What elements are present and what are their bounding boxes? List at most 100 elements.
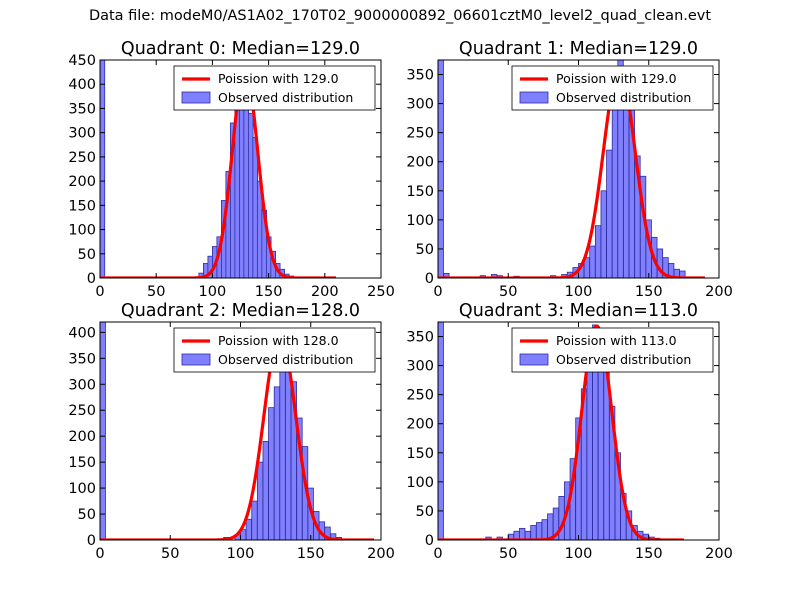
histogram-bar <box>600 190 607 278</box>
legend-bar-swatch <box>519 91 549 104</box>
histogram-bar <box>589 245 596 278</box>
chart-title: Quadrant 0: Median=129.0 <box>121 39 360 59</box>
x-tick-label: 100 <box>565 284 593 300</box>
histogram-bar <box>530 525 537 540</box>
x-tick-label: 200 <box>311 284 339 300</box>
histogram-bar <box>586 359 593 540</box>
legend: Poission with 128.0 Observed distribution <box>173 327 376 373</box>
x-tick-label: 50 <box>499 284 517 300</box>
y-tick-label: 250 <box>68 150 96 166</box>
x-tick-label: 150 <box>635 546 663 562</box>
x-tick-label: 150 <box>297 546 325 562</box>
histogram-bar <box>273 386 281 540</box>
y-tick-label: 50 <box>416 504 434 520</box>
figure-title: Data file: modeM0/AS1A02_170T02_90000008… <box>88 8 712 24</box>
x-tick-label: 100 <box>199 284 227 300</box>
y-tick-label: 300 <box>406 97 434 113</box>
y-tick-label: 150 <box>406 184 434 200</box>
y-tick-label: 200 <box>406 417 434 433</box>
legend-poisson-label: Poission with 113.0 <box>556 333 677 348</box>
x-tick-label: 0 <box>433 546 442 562</box>
x-tick-label: 50 <box>147 284 165 300</box>
x-tick-label: 150 <box>255 284 283 300</box>
chart-title: Quadrant 3: Median=113.0 <box>459 301 698 321</box>
y-tick-label: 450 <box>68 53 96 69</box>
legend-hist-label: Observed distribution <box>556 90 691 105</box>
y-tick-label: 150 <box>68 455 96 471</box>
chart-title: Quadrant 2: Median=128.0 <box>121 301 360 321</box>
x-tick-label: 200 <box>367 546 395 562</box>
histogram-bar <box>443 272 450 278</box>
y-tick-label: 300 <box>68 377 96 393</box>
histogram-bar <box>438 60 444 278</box>
histogram-bar <box>603 371 610 540</box>
y-tick-label: 250 <box>68 403 96 419</box>
y-tick-label: 400 <box>68 325 96 341</box>
y-tick-label: 350 <box>406 330 434 346</box>
legend-poisson-label: Poission with 129.0 <box>218 71 339 86</box>
y-tick-label: 200 <box>68 429 96 445</box>
legend-bar-swatch <box>181 91 211 104</box>
y-tick-label: 150 <box>406 446 434 462</box>
x-tick-label: 0 <box>95 546 104 562</box>
x-tick-label: 100 <box>565 546 593 562</box>
histogram-bar <box>268 407 275 540</box>
x-tick-label: 0 <box>95 284 104 300</box>
legend-hist-label: Observed distribution <box>218 90 353 105</box>
x-tick-label: 100 <box>227 546 255 562</box>
y-tick-label: 0 <box>425 271 434 287</box>
subplot-quadrant-3: Quadrant 3: Median=113.0 0 50 100 150 200 0 50 1… <box>406 301 733 562</box>
legend-hist-label: Observed distribution <box>556 352 691 367</box>
poisson-curve <box>438 68 706 278</box>
histogram-bar <box>535 522 543 540</box>
histogram-bar <box>541 519 548 540</box>
x-tick-label: 200 <box>705 284 733 300</box>
histogram-bar <box>438 322 444 540</box>
y-tick-label: 50 <box>416 242 434 258</box>
histogram-bar <box>243 83 249 278</box>
y-tick-label: 100 <box>406 475 434 491</box>
legend-hist-label: Observed distribution <box>218 352 353 367</box>
histogram-bar <box>256 461 264 540</box>
histogram-bar <box>606 149 613 278</box>
histogram-bar <box>519 527 526 540</box>
histogram-bar <box>247 112 254 278</box>
x-tick-label: 50 <box>161 546 179 562</box>
y-tick-label: 350 <box>68 101 96 117</box>
y-tick-label: 200 <box>406 155 434 171</box>
histogram-bar <box>262 440 269 540</box>
x-tick-label: 150 <box>635 284 663 300</box>
histogram-bar <box>100 60 106 278</box>
poisson-curve <box>100 332 375 540</box>
y-tick-label: 50 <box>78 507 96 523</box>
legend-poisson-label: Poission with 128.0 <box>218 333 339 348</box>
histogram-bar <box>611 97 619 278</box>
legend-bar-swatch <box>519 353 549 366</box>
y-tick-label: 100 <box>68 481 96 497</box>
legend: Poission with 129.0 Observed distribution <box>511 65 714 111</box>
histogram-bar <box>245 518 252 540</box>
y-tick-label: 150 <box>68 198 96 214</box>
y-tick-label: 200 <box>68 174 96 190</box>
axes-frame <box>99 59 382 279</box>
legend: Poission with 129.0 Observed distribution <box>173 65 376 111</box>
y-tick-label: 350 <box>68 351 96 367</box>
y-tick-label: 0 <box>87 533 96 549</box>
y-tick-label: 300 <box>406 359 434 375</box>
y-tick-label: 400 <box>68 77 96 93</box>
legend: Poission with 113.0 Observed distribution <box>511 327 714 373</box>
chart-title: Quadrant 1: Median=129.0 <box>459 39 698 59</box>
subplot-quadrant-0: Quadrant 0: Median=129.0 0 50 100 150 200 250 0… <box>68 39 395 300</box>
y-tick-label: 250 <box>406 126 434 142</box>
y-tick-label: 50 <box>78 247 96 263</box>
y-tick-label: 350 <box>406 68 434 84</box>
histogram-bar <box>251 500 258 540</box>
x-tick-label: 0 <box>433 284 442 300</box>
x-tick-label: 50 <box>499 546 517 562</box>
y-tick-label: 100 <box>68 223 96 239</box>
subplot-quadrant-2: Quadrant 2: Median=128.0 0 50 100 150 200 0 50 1… <box>68 301 395 562</box>
subplot-quadrant-1: Quadrant 1: Median=129.0 0 50 100 150 200 0 50 1… <box>406 39 733 300</box>
y-tick-label: 0 <box>87 271 96 287</box>
poisson-curve <box>438 324 685 540</box>
